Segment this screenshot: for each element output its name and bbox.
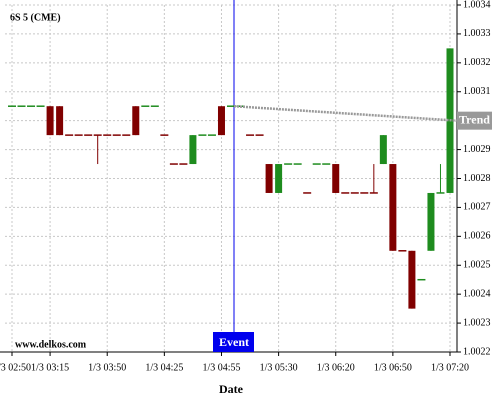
candle-body [275,164,283,193]
x-tick-label: 1/3 02:50 [0,362,31,373]
x-axis-label: Date [219,382,244,396]
candle-body [408,250,416,309]
x-tick-label: 1/3 03:50 [88,362,126,373]
trend-label-box [457,111,492,130]
x-tick-label: 1/3 06:50 [374,362,412,373]
chart-title: 6S 5 (CME) [10,12,61,23]
y-tick-label: 1.0029 [463,144,491,155]
y-tick-label: 1.0023 [463,317,491,328]
x-tick-label: 1/3 04:25 [145,362,183,373]
x-tick-label: 1/3 03:15 [31,362,69,373]
candle-body [265,164,273,193]
candle-body [132,106,140,136]
candle-body [56,106,64,136]
y-tick-label: 1.0024 [463,288,491,299]
event-label: Event [219,335,249,349]
y-tick-label: 1.0027 [463,202,491,213]
x-tick-label: 1/3 07:20 [431,362,469,373]
x-tick-label: 1/3 06:20 [317,362,355,373]
y-tick-label: 1.0022 [463,346,491,357]
x-tick-label: 1/3 04:55 [202,362,240,373]
x-tick-label: 1/3 05:30 [260,362,298,373]
y-tick-label: 1.0026 [463,231,491,242]
y-tick-label: 1.0034 [463,0,491,10]
candle-body [189,135,197,165]
candle-body [332,164,340,193]
y-tick-label: 1.0028 [463,173,491,184]
watermark: www.delkos.com [15,339,87,350]
candle-body [217,106,225,136]
y-tick-label: 1.0032 [463,57,491,68]
candle-body [427,192,435,251]
y-tick-label: 1.0025 [463,260,491,271]
candle-body [379,135,387,165]
y-tick-label: 1.0033 [463,28,491,39]
candle-body [46,106,54,136]
trend-label: Trend [459,112,490,126]
candle-body [389,164,397,251]
trend-line [233,104,458,122]
y-tick-label: 1.0031 [463,86,491,97]
event-label-box [213,332,254,352]
